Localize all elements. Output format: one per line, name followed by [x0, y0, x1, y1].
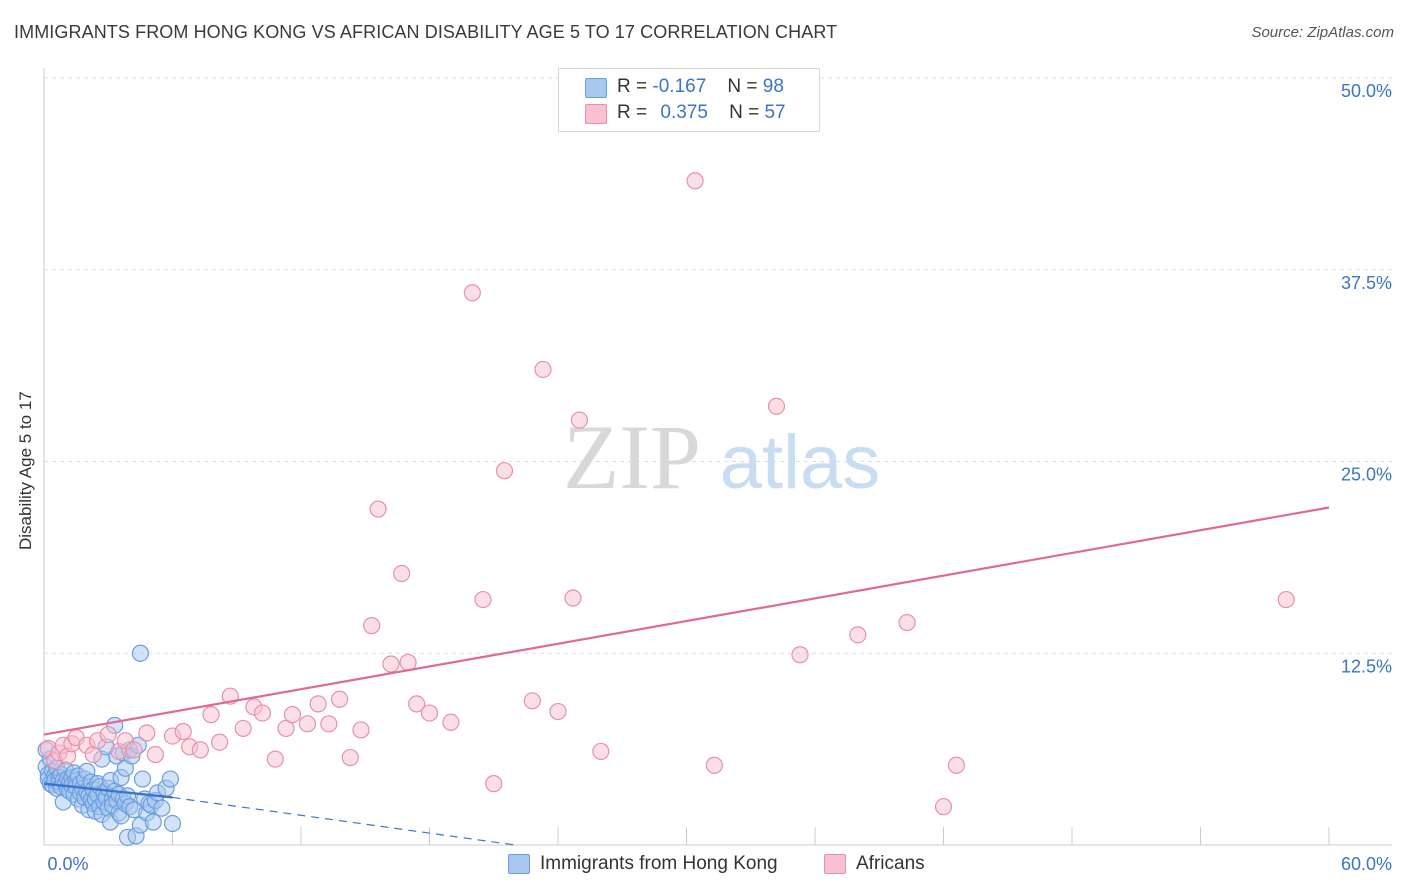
point-africans [382, 655, 400, 673]
point-africans [1277, 590, 1295, 609]
series-africans [39, 172, 1295, 816]
point-africans [234, 719, 252, 738]
point-africans [341, 748, 359, 767]
point-hong-kong [163, 814, 182, 833]
stats-legend: R = -0.167 N = 98 R = 0.375 N = 57 [558, 68, 820, 132]
point-africans [791, 646, 809, 664]
point-africans [393, 564, 411, 583]
point-hong-kong [153, 799, 171, 817]
point-africans [686, 172, 704, 190]
legend-r-value: 0.375 [660, 102, 708, 123]
trend-lines [43, 506, 1330, 846]
legend-n-label: N = [727, 76, 758, 97]
point-africans [934, 798, 953, 816]
point-africans [125, 741, 143, 759]
y-tick-label: 25.0% [1341, 465, 1392, 485]
point-africans [592, 742, 610, 761]
point-africans [369, 500, 387, 518]
point-hong-kong [133, 770, 152, 788]
point-africans [408, 695, 426, 713]
point-africans [320, 715, 338, 733]
legend-r-label: R = [617, 102, 648, 123]
bottom-legend-swatch-pink [824, 854, 846, 874]
point-africans [363, 617, 381, 635]
point-africans [442, 713, 460, 731]
point-africans [523, 692, 541, 710]
y-tick-label: 50.0% [1341, 81, 1392, 101]
legend-swatch-blue [585, 78, 607, 98]
point-africans [283, 706, 302, 724]
point-hong-kong [131, 644, 149, 662]
legend-r-value: -0.167 [652, 76, 707, 97]
bottom-legend-swatch-blue [508, 854, 530, 874]
point-africans [146, 745, 164, 764]
point-africans [330, 690, 349, 708]
point-africans [138, 724, 156, 742]
point-africans [947, 756, 965, 774]
legend-n-value: 98 [762, 76, 784, 97]
axis-ticks: 12.5% 25.0% 37.5% 50.0% 0.0% 60.0% [43, 81, 1392, 874]
point-africans [849, 626, 867, 644]
watermark-atlas: atlas [720, 420, 881, 505]
trend-line-hong-kong-extension [172, 796, 516, 846]
point-africans [277, 719, 295, 738]
point-africans [463, 284, 481, 302]
point-africans [549, 702, 567, 721]
point-africans [570, 411, 589, 429]
point-africans [485, 775, 503, 793]
chart-title: IMMIGRANTS FROM HONG KONG VS AFRICAN DIS… [14, 22, 838, 42]
point-africans [352, 721, 370, 739]
legend-n-value: 57 [764, 102, 786, 123]
point-africans [767, 397, 786, 415]
legend-swatch-pink [585, 104, 607, 124]
y-axis-label: Disability Age 5 to 17 [16, 391, 35, 550]
point-hong-kong [161, 770, 179, 788]
point-africans [495, 462, 514, 480]
point-africans [534, 360, 552, 379]
point-africans [705, 756, 723, 774]
y-tick-label: 12.5% [1341, 656, 1392, 676]
point-africans [399, 653, 417, 672]
point-hong-kong [144, 813, 162, 831]
point-africans [474, 590, 492, 609]
point-africans [266, 750, 284, 768]
point-africans [253, 704, 272, 722]
point-africans [211, 733, 229, 751]
x-tick-label-min: 0.0% [47, 854, 88, 874]
point-africans [99, 725, 117, 744]
point-africans [298, 715, 317, 733]
point-africans [191, 741, 209, 759]
y-tick-label: 37.5% [1341, 273, 1392, 293]
source-label: Source: ZipAtlas.com [1251, 24, 1394, 41]
bottom-legend-label: Immigrants from Hong Kong [540, 853, 778, 874]
point-africans [309, 695, 327, 713]
point-africans [564, 589, 582, 607]
point-africans [420, 704, 439, 722]
bottom-legend-label: Africans [856, 853, 925, 874]
trend-line-africans [43, 506, 1330, 736]
point-africans [202, 706, 220, 724]
point-africans [898, 613, 916, 632]
trend-line-hong-kong [43, 782, 173, 799]
x-tick-label-max: 60.0% [1341, 854, 1392, 874]
bottom-legend: Immigrants from Hong Kong Africans [0, 852, 1406, 878]
legend-r-label: R = [617, 76, 648, 97]
point-africans [174, 722, 192, 741]
legend-n-label: N = [729, 102, 760, 123]
